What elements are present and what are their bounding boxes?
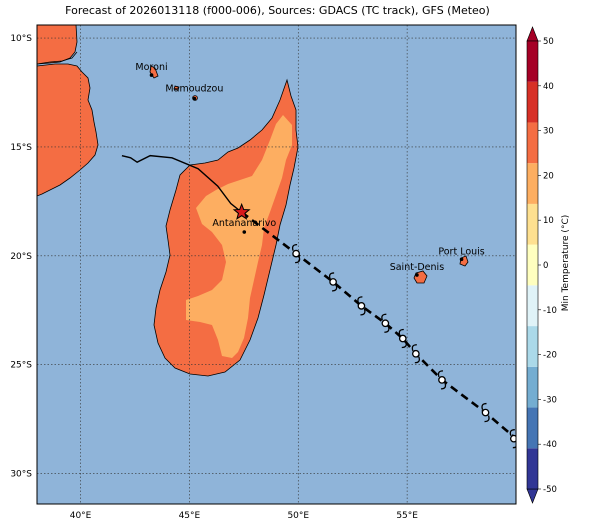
colorbar-tick-label: -40 xyxy=(543,440,557,450)
colorbar-min-extend xyxy=(526,488,539,504)
graticule xyxy=(37,25,516,504)
city-marker xyxy=(415,273,419,277)
chart-title: Forecast of 2026013118 (f000-006), Sourc… xyxy=(65,4,490,17)
cyclone-symbol-icon xyxy=(398,328,407,349)
cyclone-symbol-icon xyxy=(381,313,390,333)
lon-tick-label: 45°E xyxy=(179,511,201,521)
colorbar-segment xyxy=(527,203,538,245)
colorbar-tick-label: 0 xyxy=(543,261,548,271)
colorbar-segment xyxy=(527,285,538,327)
colorbar-tick-label: -50 xyxy=(543,485,557,495)
anjouan-island xyxy=(173,85,180,91)
colorbar-tick-label: 20 xyxy=(543,171,554,181)
city-label: Mamoudzou xyxy=(165,84,223,95)
mozambique-landmass xyxy=(37,63,99,197)
lat-tick-label: 10°S xyxy=(10,34,32,44)
colorbar: -50 -40 -30 -20 -10 0 10 20 30 40 50 xyxy=(526,26,557,504)
map-frame xyxy=(36,24,517,505)
colorbar-max-extend xyxy=(526,26,539,42)
city-label: Moroni xyxy=(135,62,167,73)
colorbar-tick-label: 30 xyxy=(543,127,554,137)
city-marker xyxy=(192,96,197,101)
city-label: Saint-Denis xyxy=(390,262,444,273)
madagascar-highlands xyxy=(186,115,292,358)
cyclone-symbol-icon xyxy=(437,370,447,390)
lat-tick-label: 15°S xyxy=(10,143,32,153)
colorbar-segment xyxy=(527,244,538,286)
colorbar-label: Min Temperature (°C) xyxy=(561,214,571,312)
colorbar-segment xyxy=(527,366,538,408)
forecast-position-markers xyxy=(291,243,516,449)
colorbar-tick-label: 50 xyxy=(543,37,554,47)
cyclone-symbol-icon xyxy=(357,296,366,316)
colorbar-tick-label: -10 xyxy=(543,306,557,316)
city-marker xyxy=(149,73,154,77)
city-marker xyxy=(459,257,464,262)
cyclone-symbol-icon xyxy=(291,243,301,264)
lat-tick-label: 25°S xyxy=(10,361,32,371)
past-track-line xyxy=(121,154,243,213)
colorbar-segment xyxy=(527,448,538,489)
city-labels: Moroni Mamoudzou Antananarivo Saint-Denis Po… xyxy=(135,62,485,277)
cyclone-symbol-icon xyxy=(481,402,490,423)
cyclone-symbol-icon xyxy=(411,344,420,364)
colorbar-segment xyxy=(527,122,538,164)
map-axes: 40°E 45°E 50°E 55°E 10°S 15°S 20°S 25°S 30°S xyxy=(10,34,418,521)
colorbar-segment xyxy=(527,407,538,449)
lon-tick-label: 55°E xyxy=(396,511,418,521)
lat-tick-label: 20°S xyxy=(10,252,32,262)
colorbar-tick-label: -30 xyxy=(543,395,557,405)
colorbar-tick-label: 40 xyxy=(543,82,554,92)
sea-background xyxy=(37,25,516,504)
cyclone-symbol-icon xyxy=(509,429,516,449)
colorbar-tick-label: -20 xyxy=(543,351,557,361)
current-position-star xyxy=(232,202,251,220)
colorbar-segment xyxy=(527,41,538,82)
lon-tick-label: 40°E xyxy=(70,511,92,521)
city-label: Port Louis xyxy=(438,246,484,257)
colorbar-segment xyxy=(527,163,538,204)
country-border-line xyxy=(37,51,78,65)
cyclone-symbol-icon xyxy=(328,272,338,292)
colorbar-segment xyxy=(527,81,538,123)
forecast-track-line xyxy=(240,211,516,440)
city-label: Antananarivo xyxy=(212,218,276,229)
city-marker xyxy=(242,230,247,234)
colorbar-segment xyxy=(527,326,538,367)
colorbar-tick-label: 10 xyxy=(543,216,554,226)
lon-tick-label: 50°E xyxy=(287,511,309,521)
lat-tick-label: 30°S xyxy=(10,470,32,480)
